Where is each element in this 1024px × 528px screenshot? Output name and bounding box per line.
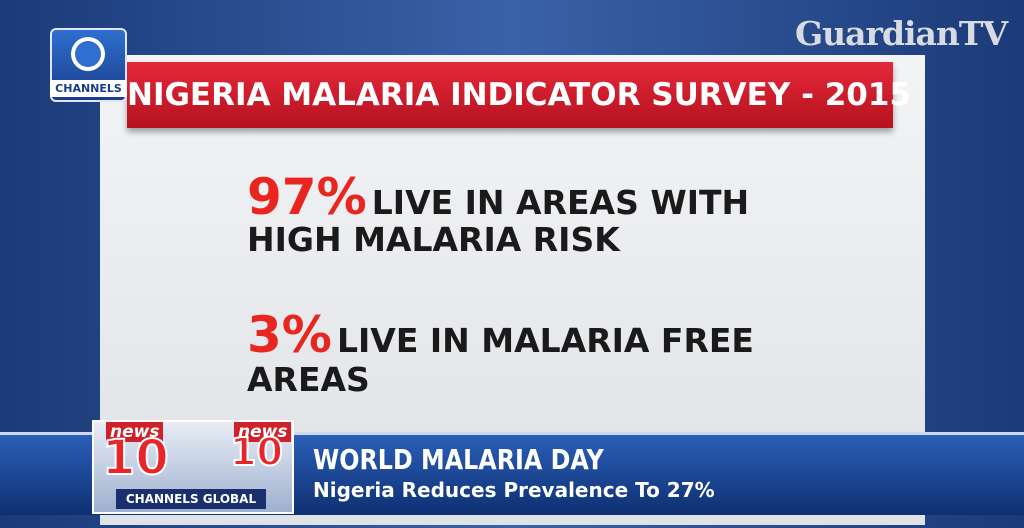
news-logo-word: news xyxy=(106,422,164,442)
logo-number: 10 xyxy=(101,429,170,487)
stat-text: HIGH MALARIA RISK xyxy=(247,220,620,259)
watermark: GuardianTV xyxy=(795,14,1008,53)
logo-word: news xyxy=(106,422,164,442)
stat-text: LIVE IN MALARIA FREE xyxy=(336,321,754,360)
logo-number: 10 xyxy=(229,429,284,475)
channel-logo-text: CHANNELS xyxy=(50,80,127,97)
headline: WORLD MALARIA DAY xyxy=(313,443,604,476)
stat: 3% LIVE IN MALARIA FREE xyxy=(247,306,754,364)
brand: CHANNELS GLOBAL xyxy=(116,489,266,509)
subheadline: Nigeria Reduces Prevalence To 27% xyxy=(313,478,715,502)
stat: 97% LIVE IN AREAS WITH xyxy=(247,168,749,226)
logo-globe xyxy=(71,37,105,71)
stat-value: 97% xyxy=(247,168,367,226)
board-title: NIGERIA MALARIA INDICATOR SURVEY - 2015 xyxy=(127,62,911,128)
logo-word: news xyxy=(234,422,292,442)
stat-text: LIVE IN AREAS WITH xyxy=(371,183,750,222)
stat-text: AREAS xyxy=(247,360,370,399)
stat-value: 3% xyxy=(247,306,332,364)
news-logo-word: news xyxy=(234,422,292,442)
